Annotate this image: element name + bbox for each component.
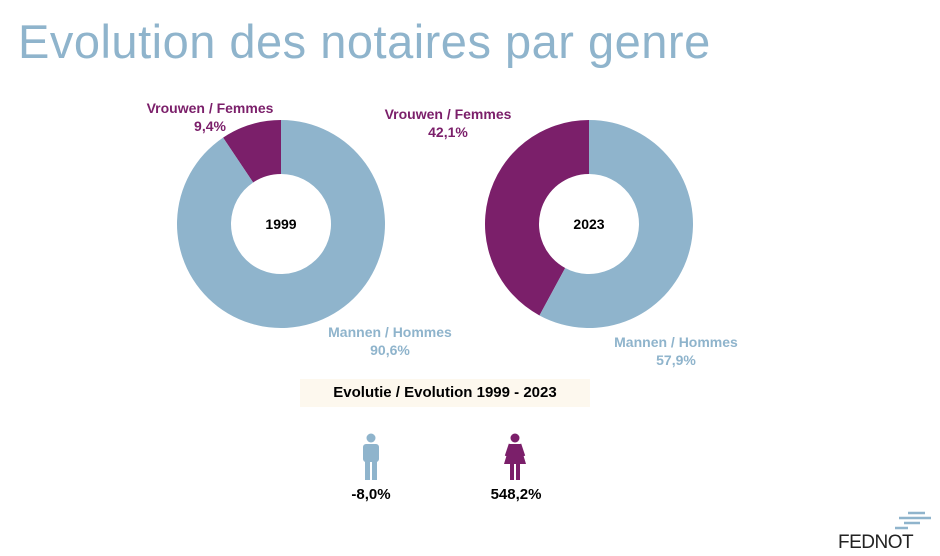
women-evolution-value: 548,2% <box>490 486 542 503</box>
woman-icon <box>504 433 526 480</box>
man-icon <box>363 433 379 480</box>
donut-1999 <box>177 120 386 328</box>
donut-2023 <box>485 120 694 328</box>
fednot-logo-lines <box>895 511 931 530</box>
label-women-2023: Vrouwen / Femmes 42,1% <box>384 106 512 140</box>
center-label-1999: 1999 <box>265 216 297 232</box>
label-men-1999: Mannen / Hommes 90,6% <box>328 324 452 358</box>
slice-men <box>177 120 386 328</box>
fednot-logo: FEDNOT <box>838 532 914 553</box>
slice-women <box>485 120 589 316</box>
page-title: Evolution des notaires par genre <box>18 15 711 68</box>
slice-men <box>539 120 694 328</box>
men-evolution-value: -8,0% <box>351 486 391 503</box>
evolution-title: Evolutie / Evolution 1999 - 2023 <box>300 379 590 407</box>
slice-women <box>223 120 281 183</box>
center-label-2023: 2023 <box>573 216 605 232</box>
label-men-2023: Mannen / Hommes 57,9% <box>614 334 738 368</box>
label-women-1999: Vrouwen / Femmes 9,4% <box>146 100 274 134</box>
